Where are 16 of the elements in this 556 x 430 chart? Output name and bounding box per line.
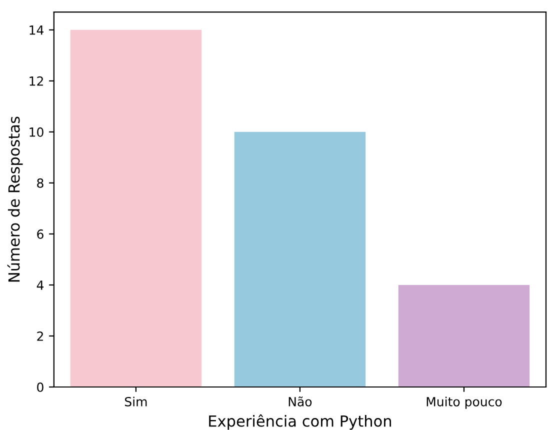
y-tick-label: 0	[37, 382, 44, 392]
x-tick-label: Muito pouco	[426, 396, 502, 409]
bar	[234, 132, 366, 387]
bar	[70, 30, 202, 387]
bar	[398, 284, 530, 387]
y-tick-label: 8	[37, 178, 44, 188]
y-tick-label: 10	[30, 127, 44, 137]
y-tick-label: 14	[30, 26, 44, 35]
y-tick-label: 6	[37, 229, 44, 239]
y-tick-label: 2	[37, 331, 43, 341]
y-tick-label: 12	[30, 76, 43, 86]
x-tick-label: Não	[288, 396, 312, 406]
y-tick-label: 4	[36, 280, 44, 290]
x-tick-label: Sim	[124, 396, 147, 406]
y-axis-title: Número de Respostas	[7, 116, 23, 282]
x-axis-title: Experiência com Python	[209, 414, 392, 430]
